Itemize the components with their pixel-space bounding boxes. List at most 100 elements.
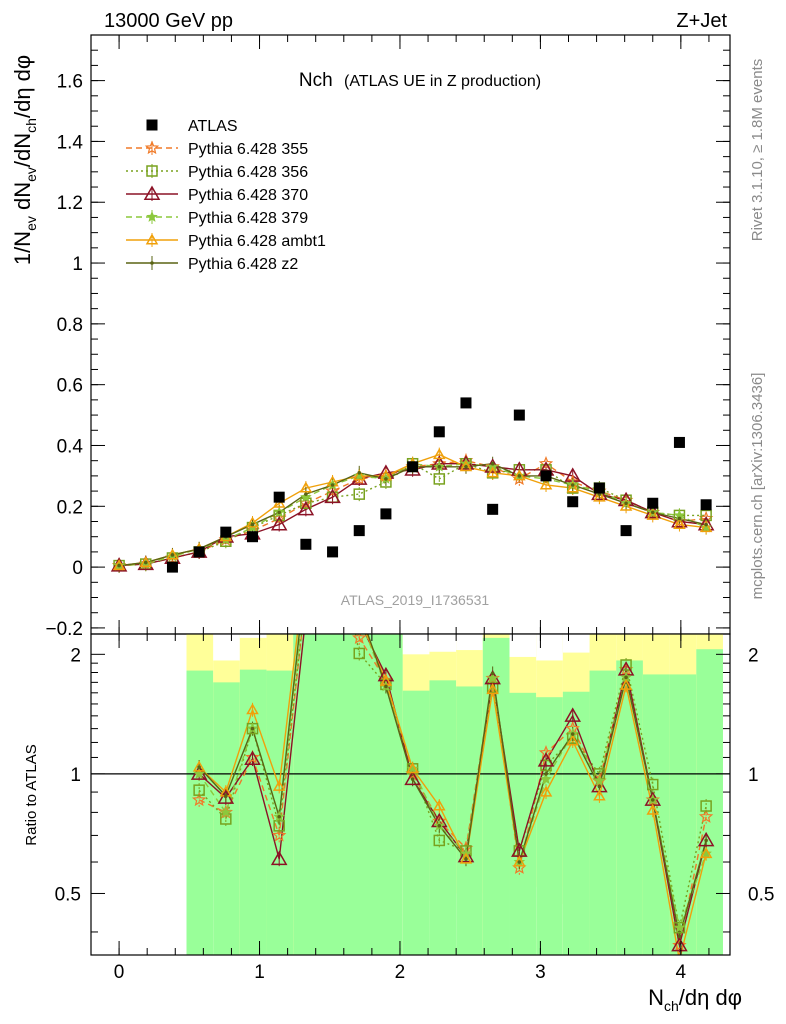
ratio-point-ambt1: [246, 703, 259, 715]
x-tick-label: 2: [395, 962, 406, 983]
plot-title: Nch (ATLAS UE in Z production): [299, 70, 541, 91]
rivet-version-label: Rivet 3.1.10, ≥ 1.8M events: [749, 59, 766, 242]
ratio-line-p356: [198, 634, 707, 928]
legend-marker-data: [146, 119, 158, 131]
main-point-z2: [624, 501, 628, 506]
ratio-point-ambt1: [301, 558, 311, 567]
ratio-point-ambt1: [566, 734, 580, 746]
ratio-point-z2: [277, 814, 281, 819]
legend-marker-ambt1: [145, 233, 159, 245]
main-point-data: [166, 561, 178, 573]
plot-title-sub: (ATLAS UE in Z production): [344, 73, 541, 90]
main-point-data: [247, 531, 259, 543]
main-point-data: [593, 482, 605, 494]
ratio-point-p379: [219, 806, 232, 818]
ratio-point-z2: [677, 934, 682, 939]
main-point-data: [487, 503, 499, 515]
main-point-z2: [677, 516, 682, 521]
ratio-point-z2: [384, 684, 388, 689]
main-point-ambt1: [513, 469, 526, 481]
ratio-tick-label-right: 0.5: [748, 884, 774, 905]
main-point-z2: [704, 522, 708, 527]
ratio-point-p356: [700, 800, 712, 812]
main-point-p356: [353, 488, 365, 500]
ratio-band-inner: [696, 649, 723, 955]
ratio-band-inner: [456, 686, 483, 955]
ratio-series-markers: [190, 558, 715, 955]
main-point-ambt1: [166, 548, 179, 560]
main-point-z2: [384, 477, 388, 481]
ratio-point-ambt1: [192, 760, 206, 772]
x-tick-label: 4: [676, 962, 687, 983]
ratio-point-ambt1: [513, 855, 526, 867]
ratio-line-z2: [198, 634, 707, 937]
ratio-point-p370: [270, 850, 288, 866]
main-point-ambt1: [619, 499, 633, 511]
main-point-ambt1: [432, 448, 446, 460]
main-point-ambt1: [299, 481, 313, 493]
main-data-points: [166, 397, 712, 573]
ratio-point-z2: [490, 671, 495, 676]
ratio-point-p356: [193, 784, 205, 796]
ratio-tick-label-right: 2: [748, 645, 759, 666]
main-point-ambt1: [352, 469, 366, 481]
main-ylabel: 1/Nev dNev/dNch/dη dφ: [10, 55, 39, 265]
ratio-point-z2: [250, 726, 255, 731]
ratio-point-z2: [197, 765, 201, 769]
ratio-point-p356: [301, 591, 311, 601]
ratio-point-ambt1: [432, 799, 446, 811]
ratio-point-p355: [672, 937, 687, 952]
main-panel: −0.2 0 0.2 0.4 0.6 0.8 1 1.2 1.4 1.6 Nch (ATLAS U…: [10, 34, 731, 640]
legend-marker-p370: [143, 185, 161, 200]
ratio-band-inner: [536, 697, 563, 955]
main-point-data: [673, 436, 685, 448]
legend-label-p370: Pythia 6.428 370: [188, 187, 308, 204]
y-tick-label: 1.6: [57, 72, 83, 93]
ratio-band-empty: [429, 634, 457, 652]
y-tick-label: 0: [72, 558, 83, 579]
main-point-p355: [538, 456, 554, 470]
main-point-data: [380, 508, 392, 520]
ratio-tick-label-right: 1: [748, 765, 759, 786]
ratio-point-p355: [191, 792, 207, 807]
main-point-data: [460, 397, 472, 409]
legend-label-p379: Pythia 6.428 379: [188, 210, 308, 227]
ratio-point-p379: [700, 847, 712, 859]
ratio-band-inner: [186, 670, 214, 955]
ratio-point-p355: [300, 590, 311, 601]
main-point-z2: [517, 474, 522, 478]
ratio-point-p379: [540, 773, 552, 785]
ratio-point-p356: [486, 681, 499, 694]
main-line-p379: [119, 462, 707, 567]
legend-label-data: ATLAS: [188, 118, 238, 135]
ratio-point-p356: [647, 778, 659, 791]
main-point-data: [513, 409, 525, 421]
ratio-point-ambt1: [272, 779, 286, 791]
ratio-line-ambt1: [198, 634, 707, 955]
main-point-p379: [353, 469, 365, 481]
main-point-p356: [433, 473, 446, 485]
ratio-band-inner: [589, 670, 617, 955]
ratio-point-z2: [410, 777, 415, 781]
ratio-band-inner: [402, 690, 430, 955]
y-tick-label: 1.4: [57, 132, 84, 153]
main-point-ambt1: [673, 518, 686, 530]
main-point-data: [433, 426, 445, 438]
ratio-point-p379: [193, 767, 205, 779]
ratio-band-inner: [482, 637, 510, 955]
main-point-data: [540, 470, 552, 482]
main-line-p356: [119, 462, 707, 567]
main-point-data: [300, 538, 312, 550]
main-point-ambt1: [699, 521, 713, 533]
ratio-point-p355: [351, 634, 367, 644]
ratio-band-empty: [509, 634, 537, 657]
y-tick-label: 0.6: [57, 376, 83, 397]
main-point-z2: [250, 522, 255, 527]
ratio-point-p370: [537, 752, 555, 767]
ratio-tick-label: 1: [70, 765, 81, 786]
main-point-ambt1: [566, 481, 580, 493]
y-tick-label: −0.2: [45, 619, 83, 640]
ratio-point-ambt1: [699, 847, 713, 859]
main-point-z2: [117, 563, 121, 568]
